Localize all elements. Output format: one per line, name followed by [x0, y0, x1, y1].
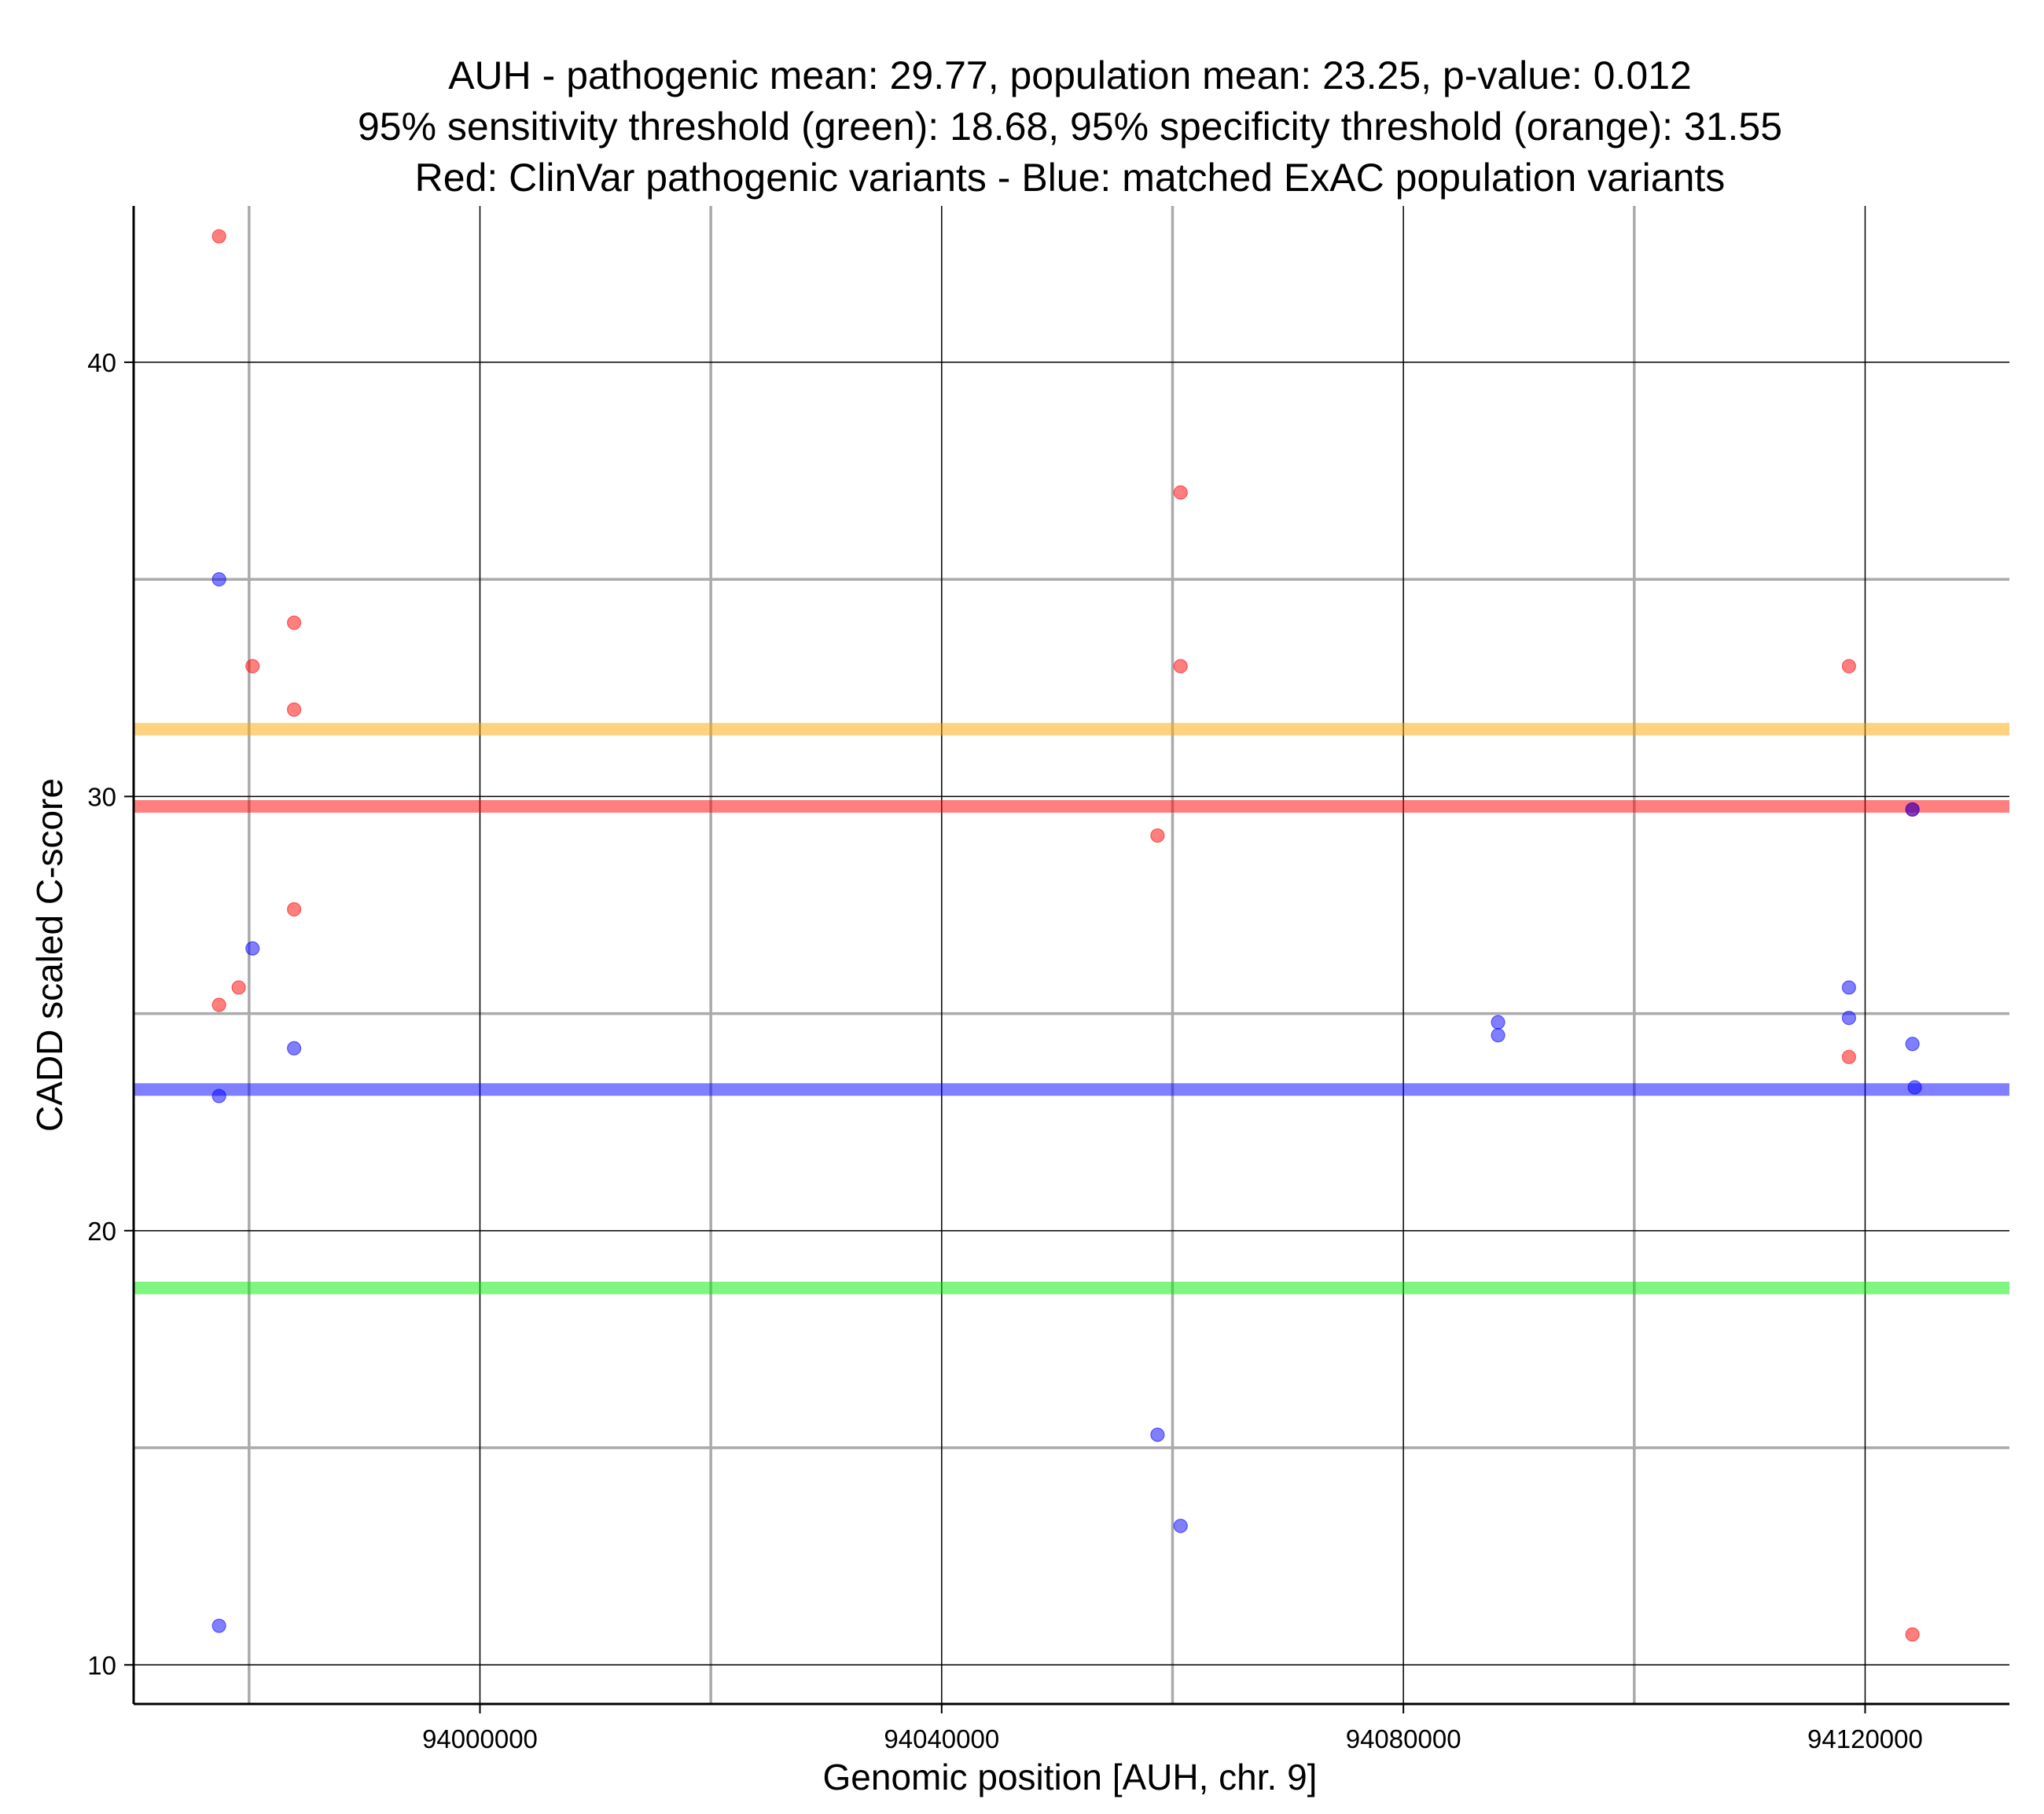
population-point-4 [286, 1041, 302, 1056]
population-point-8 [1491, 1028, 1505, 1043]
x-tick-label-2: 94080000 [1346, 1724, 1461, 1753]
population-point-9 [1841, 980, 1857, 995]
y-axis-ticks: 10 20 30 40 [87, 348, 134, 1680]
population-point-11 [1905, 1037, 1920, 1052]
threshold-lines [134, 722, 2009, 1294]
y-axis-label: CADD scaled C-score [29, 778, 70, 1132]
pathogenic-point-10 [1841, 659, 1857, 674]
minor-gridlines [134, 206, 2009, 1704]
population-point-12 [1907, 1080, 1922, 1095]
pathogenic-point-2 [231, 980, 246, 995]
x-axis-label: Genomic position [AUH, chr. 9] [823, 1757, 1318, 1797]
pathogenic-point-12 [1905, 1627, 1920, 1642]
pathogenic-point-7 [1150, 828, 1165, 843]
chart-title-line-3: Red: ClinVar pathogenic variants - Blue:… [415, 156, 1726, 200]
chart-title-line-1: AUH - pathogenic mean: 29.77, population… [448, 53, 1692, 97]
pathogenic-point-9 [1173, 659, 1188, 674]
population-point-5 [1150, 1427, 1165, 1442]
population-point-3 [245, 941, 260, 956]
pathogenic-point-1 [211, 997, 226, 1012]
pathogenic-point-8 [1173, 485, 1188, 500]
chart-title-line-2: 95% sensitivity threshold (green): 18.68… [358, 105, 1782, 149]
pathogenic-point-3 [245, 659, 260, 674]
x-tick-label-0: 94000000 [422, 1724, 538, 1753]
x-tick-label-1: 94040000 [884, 1724, 999, 1753]
pathogenic-point-5 [286, 702, 302, 717]
pathogenic-point-6 [286, 901, 302, 917]
population-point-1 [211, 1089, 226, 1103]
population-point-6 [1173, 1518, 1188, 1533]
x-tick-label-3: 94120000 [1807, 1724, 1923, 1753]
population-point-13 [1905, 802, 1920, 817]
population-point-10 [1841, 1011, 1857, 1026]
population-point-2 [211, 1618, 226, 1633]
pathogenic-point-4 [286, 615, 302, 630]
pathogenic-point-11 [1841, 1049, 1857, 1064]
population-point-7 [1491, 1015, 1505, 1030]
x-axis-ticks: 94000000 94040000 94080000 94120000 [422, 1704, 1923, 1753]
data-points [211, 229, 1922, 1642]
y-tick-label-1: 20 [87, 1217, 116, 1246]
pathogenic-point-0 [211, 229, 226, 244]
major-gridlines [134, 206, 2009, 1704]
population-point-0 [211, 572, 226, 587]
y-tick-label-0: 10 [87, 1651, 116, 1680]
y-tick-label-2: 30 [87, 782, 116, 811]
y-tick-label-3: 40 [87, 348, 116, 377]
